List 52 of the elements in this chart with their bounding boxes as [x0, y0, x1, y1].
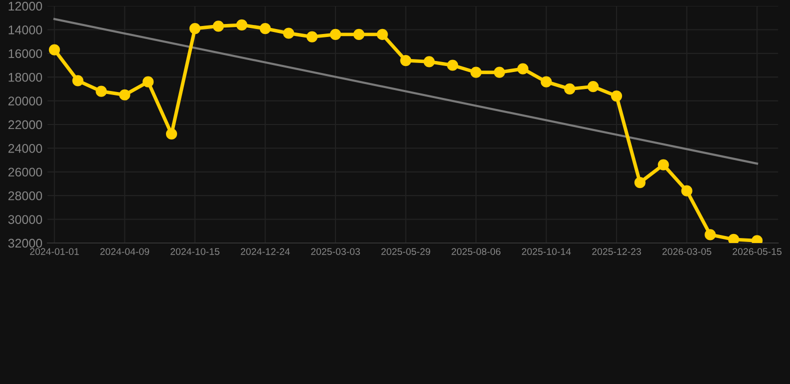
point — [119, 89, 130, 100]
y-tick-label: 18000 — [8, 72, 42, 82]
point — [212, 20, 224, 32]
x-tick-label: 2024-04-09 — [100, 248, 150, 255]
y-tick-label: 14000 — [8, 26, 42, 34]
point — [658, 159, 669, 170]
point — [96, 86, 107, 97]
point — [540, 76, 552, 88]
y-tick-label: 22000 — [8, 120, 42, 130]
point — [400, 54, 412, 66]
point — [424, 56, 435, 68]
x-tick-label: 2024-12-24 — [240, 248, 290, 255]
point — [166, 128, 178, 140]
point — [728, 234, 740, 243]
point — [634, 177, 646, 188]
y-tick-label: 12000 — [8, 2, 42, 11]
y-tick-label: 24000 — [8, 144, 42, 153]
point — [470, 66, 482, 78]
point — [283, 28, 294, 39]
point — [353, 28, 364, 40]
y-tick-label: 28000 — [8, 191, 42, 200]
point — [376, 28, 388, 40]
point — [494, 66, 505, 78]
point — [260, 22, 271, 34]
point — [588, 81, 599, 92]
point — [564, 83, 576, 95]
point — [189, 22, 201, 34]
x-tick-label: 2025-10-14 — [522, 248, 571, 255]
point — [447, 60, 458, 71]
y-tick-label: 30000 — [8, 215, 42, 224]
point — [517, 63, 528, 74]
x-tick-label: 2024-10-15 — [170, 248, 220, 255]
y-tick-label: 16000 — [8, 49, 42, 58]
x-tick-label: 2025-05-29 — [381, 248, 430, 255]
point — [142, 76, 154, 88]
y-tick-label: 32000 — [8, 238, 42, 248]
x-tick-label: 2025-12-23 — [592, 248, 641, 255]
point — [681, 185, 692, 196]
point — [330, 28, 342, 40]
x-tick-label: 2025-03-03 — [311, 248, 360, 255]
y-tick-label: 26000 — [8, 168, 42, 177]
point — [306, 31, 318, 42]
point — [704, 229, 716, 240]
x-tick-label: 2025-08-06 — [452, 248, 500, 255]
x-tick-label: 2026-05-15 — [732, 248, 782, 255]
point — [72, 75, 84, 86]
point — [610, 90, 622, 102]
x-tick-label: 2024-01-01 — [30, 248, 79, 255]
x-tick-label: 2026-03-05 — [662, 248, 712, 255]
point — [48, 44, 60, 56]
point — [236, 19, 248, 31]
y-tick-label: 20000 — [8, 96, 42, 106]
